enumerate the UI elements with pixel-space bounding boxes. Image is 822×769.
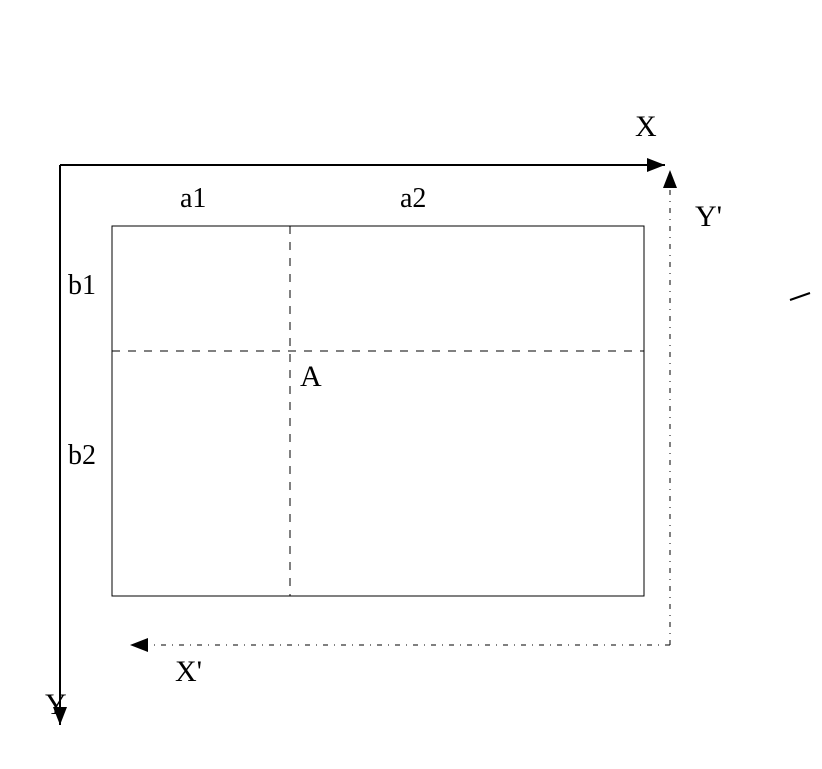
segment-a2-label: a2 <box>400 183 426 215</box>
axis-y-prime-label: Y' <box>695 200 722 234</box>
diagram-svg <box>0 0 822 769</box>
segment-b2-label: b2 <box>68 440 96 472</box>
point-a-label: A <box>300 360 322 394</box>
axis-x-prime-label: X' <box>175 655 202 689</box>
axis-x-label: X <box>635 110 657 144</box>
diagram-canvas: X Y X' Y' a1 a2 b1 b2 A <box>0 0 822 769</box>
axis-y-label: Y <box>45 688 67 722</box>
segment-b1-label: b1 <box>68 270 96 302</box>
segment-a1-label: a1 <box>180 183 206 215</box>
